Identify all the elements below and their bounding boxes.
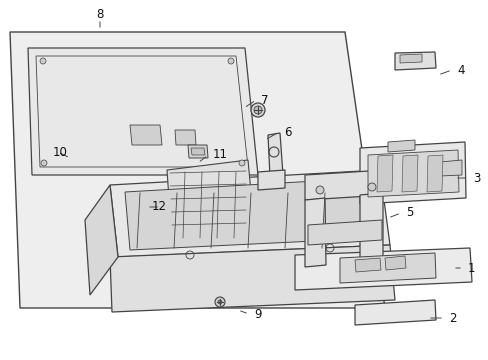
Circle shape [215,297,224,307]
Polygon shape [307,220,381,245]
Circle shape [367,183,375,191]
Text: 4: 4 [456,63,464,77]
Polygon shape [294,248,471,290]
Text: 11: 11 [213,148,227,162]
Text: 6: 6 [284,126,291,139]
Polygon shape [376,155,392,192]
Polygon shape [426,155,442,192]
Polygon shape [125,178,375,250]
Polygon shape [110,245,394,312]
Polygon shape [401,155,417,192]
Polygon shape [10,32,384,308]
Polygon shape [305,198,325,267]
Text: 12: 12 [152,201,167,213]
Polygon shape [394,52,435,70]
Polygon shape [110,170,389,257]
Polygon shape [191,148,204,155]
Text: 5: 5 [405,207,412,220]
Polygon shape [258,170,285,190]
Polygon shape [367,150,458,197]
Text: 7: 7 [261,94,268,107]
Circle shape [250,103,264,117]
Polygon shape [175,130,196,145]
Circle shape [40,58,46,64]
Circle shape [239,160,244,166]
Text: 10: 10 [53,145,68,158]
Polygon shape [28,48,258,175]
Polygon shape [354,258,380,272]
Polygon shape [167,160,254,242]
Text: 1: 1 [467,261,474,274]
Polygon shape [36,56,247,167]
Polygon shape [359,142,465,204]
Polygon shape [130,125,162,145]
Text: 8: 8 [96,8,103,21]
Circle shape [218,300,222,304]
Text: 9: 9 [253,307,261,320]
Text: 2: 2 [448,311,456,324]
Circle shape [41,160,47,166]
Polygon shape [85,185,118,295]
Circle shape [253,106,262,114]
Text: 3: 3 [472,171,479,184]
Polygon shape [387,140,414,152]
Circle shape [227,58,234,64]
Polygon shape [339,253,435,283]
Polygon shape [439,160,461,176]
Polygon shape [354,300,435,325]
Polygon shape [305,170,385,200]
Polygon shape [267,133,283,177]
Polygon shape [399,54,421,63]
Polygon shape [359,193,382,262]
Polygon shape [384,256,405,270]
Polygon shape [187,145,207,158]
Circle shape [315,186,324,194]
